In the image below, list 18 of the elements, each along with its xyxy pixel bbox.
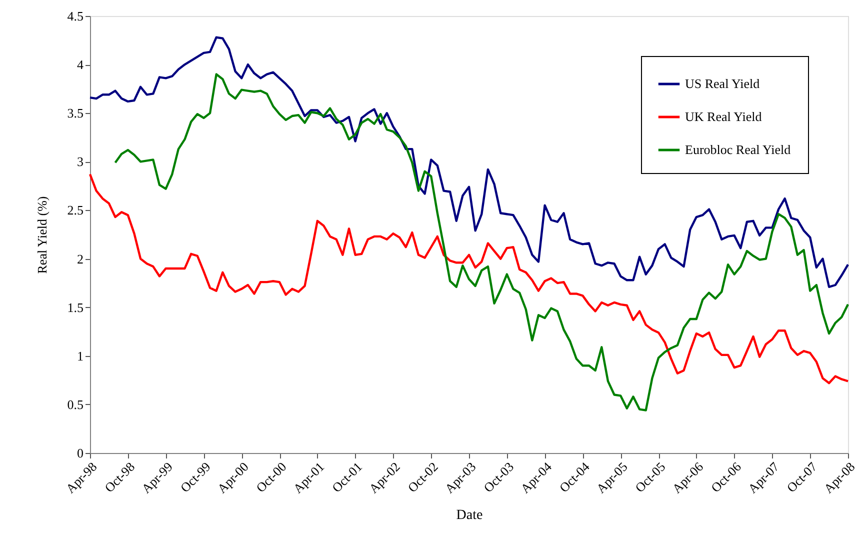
y-tick-label: 0 bbox=[77, 446, 84, 460]
y-tick-label: 2.5 bbox=[67, 202, 84, 218]
line-series bbox=[88, 173, 850, 384]
y-tick-label: 2 bbox=[77, 251, 84, 266]
y-tick-label: 3.5 bbox=[67, 106, 84, 121]
y-axis-title: Real Yield (%) bbox=[34, 196, 50, 274]
legend-label: UK Real Yield bbox=[685, 109, 762, 124]
legend-label: Eurobloc Real Yield bbox=[685, 142, 792, 157]
y-tick-label: 0.5 bbox=[67, 396, 84, 412]
line-series bbox=[114, 73, 850, 412]
y-tick-label: 1 bbox=[77, 348, 84, 364]
y-tick-label: 1.5 bbox=[67, 300, 84, 315]
legend-label: US Real Yield bbox=[685, 76, 760, 91]
y-tick-label: 4.5 bbox=[67, 8, 84, 24]
y-tick-label: 3 bbox=[77, 154, 84, 170]
x-axis-title: Date bbox=[456, 508, 483, 524]
y-tick-label: 4 bbox=[77, 57, 84, 72]
line-series bbox=[88, 36, 850, 288]
